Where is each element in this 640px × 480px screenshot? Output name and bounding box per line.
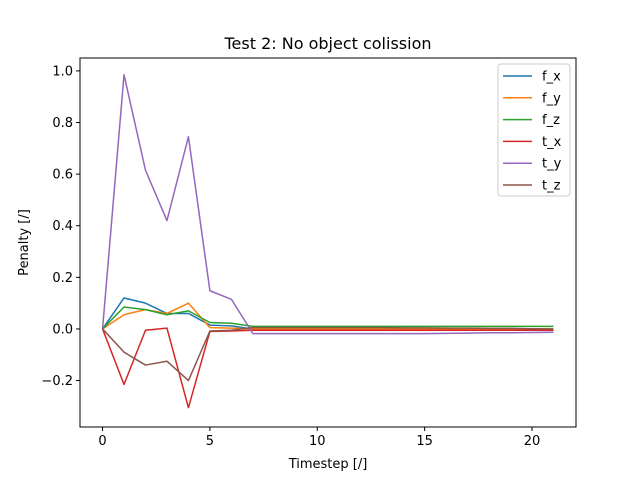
- series-lines: [101, 74, 554, 409]
- y-tick-label: −0.2: [41, 374, 73, 389]
- legend-label-t-z: t_z: [542, 179, 561, 194]
- legend-items: f_x f_y f_z t_x t_y t_z: [503, 70, 562, 194]
- series-line-t-y: [101, 74, 554, 335]
- x-tick-label: 10: [309, 434, 326, 449]
- y-axis-label: Penalty [/]: [17, 209, 32, 276]
- x-axis-ticks: 0 5 10 15 20: [98, 427, 540, 449]
- axes-frame: [79, 57, 577, 428]
- x-tick-label: 15: [416, 434, 433, 449]
- x-tick-label: 20: [524, 434, 541, 449]
- plot-area: [79, 57, 577, 428]
- legend-label-t-x: t_x: [542, 135, 562, 150]
- y-tick-label: 0.8: [52, 116, 73, 131]
- x-axis-label: Timestep [/]: [288, 457, 368, 472]
- legend-label-t-y: t_y: [542, 157, 562, 172]
- x-tick-label: 5: [206, 434, 214, 449]
- series-line-t-x: [101, 327, 554, 409]
- series-line-t-z: [101, 326, 554, 382]
- legend-label-f-z: f_z: [542, 113, 560, 128]
- legend-label-f-x: f_x: [542, 70, 561, 85]
- y-tick-label: 1.0: [52, 64, 73, 79]
- x-tick-label: 0: [98, 434, 106, 449]
- series-line-f-z: [102, 306, 554, 330]
- y-axis-ticks: −0.2 0.0 0.2 0.4 0.6 0.8 1.0: [41, 64, 80, 389]
- legend: f_x f_y f_z t_x t_y t_z: [497, 63, 571, 197]
- y-tick-label: 0.6: [52, 168, 73, 183]
- y-tick-label: 0.4: [52, 219, 73, 234]
- y-tick-label: 0.2: [52, 271, 73, 286]
- legend-label-f-y: f_y: [542, 91, 561, 106]
- chart-title: Test 2: No object colission: [223, 34, 431, 53]
- y-tick-label: 0.0: [52, 322, 73, 337]
